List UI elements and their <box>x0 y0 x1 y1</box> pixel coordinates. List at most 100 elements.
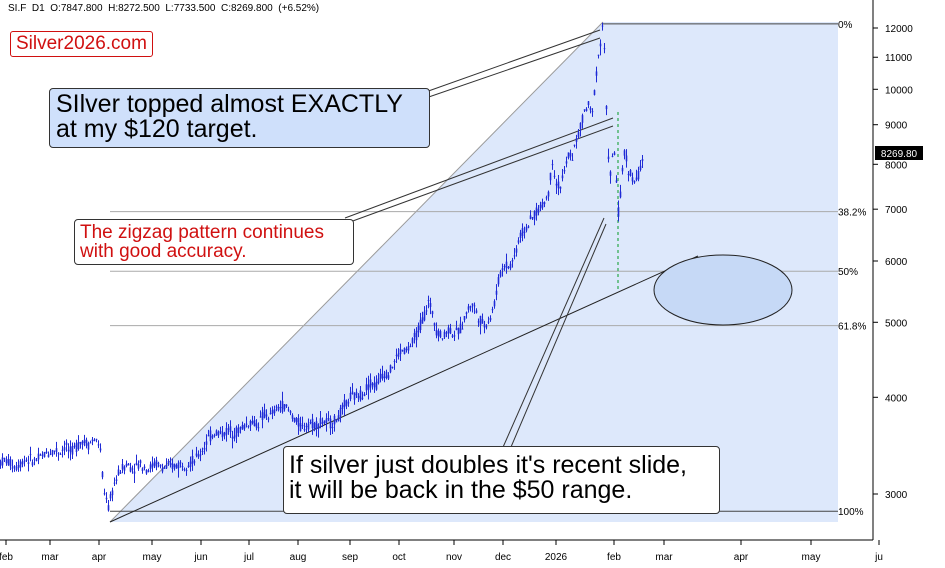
x-tick-label: may <box>802 552 821 563</box>
candle-body <box>105 497 108 500</box>
candle-body <box>425 310 428 312</box>
candle-body <box>103 493 106 495</box>
candle-body <box>257 427 260 429</box>
candle-body <box>633 180 636 183</box>
candle-body <box>135 462 138 466</box>
candle-body <box>475 310 478 313</box>
candle-body <box>37 453 40 460</box>
candle-body <box>621 167 624 172</box>
candle-body <box>287 409 290 411</box>
candle-body <box>533 211 536 220</box>
candle-body <box>115 479 118 481</box>
candle-body <box>75 443 78 452</box>
candle-body <box>615 180 618 183</box>
candle-body <box>85 439 88 446</box>
candle-body <box>473 305 476 307</box>
candle-body <box>383 376 386 379</box>
candle-body <box>605 105 608 110</box>
candle-body <box>337 415 340 422</box>
candle-body <box>403 348 406 354</box>
candle-body <box>209 430 212 442</box>
y-axis-ticks: 3000 4000 5000 6000 7000 8000 9000 10000 11000 12… <box>873 24 913 501</box>
candle-body <box>429 303 432 307</box>
candle-body <box>377 378 380 384</box>
candle-body <box>227 428 230 430</box>
candle-body <box>571 159 574 161</box>
fib-level-label: 61.8% <box>838 322 866 333</box>
candle-body <box>275 406 278 408</box>
candle-body <box>263 409 266 419</box>
candle-body <box>359 390 362 401</box>
candle-body <box>59 453 62 455</box>
candle-body <box>391 366 394 368</box>
candle-body <box>215 430 218 436</box>
change-value: (+6.52%) <box>278 3 320 14</box>
candle-body <box>309 422 312 424</box>
candle-body <box>563 170 566 172</box>
candle-body <box>11 467 14 469</box>
candle-body <box>291 415 294 419</box>
candle-body <box>467 306 470 310</box>
candle-body <box>369 379 372 388</box>
candle-body <box>265 414 268 417</box>
candle-body <box>623 150 626 156</box>
candle-body <box>35 459 38 462</box>
candle-body <box>343 399 346 408</box>
candle-body <box>617 207 620 217</box>
candle-body <box>57 452 60 454</box>
candle-body <box>579 122 582 129</box>
candle-body <box>435 330 438 336</box>
candle-body <box>299 423 302 432</box>
candle-body <box>243 424 246 429</box>
candle-body <box>67 449 70 451</box>
candle-body <box>47 454 50 458</box>
x-tick-label: sep <box>342 552 359 563</box>
candle-body <box>169 462 172 465</box>
candle-body <box>553 175 556 177</box>
timeframe-label: D1 <box>31 3 45 14</box>
candle-body <box>143 466 146 469</box>
candle-body <box>255 423 258 428</box>
candle-body <box>505 261 508 269</box>
candle-body <box>557 181 560 189</box>
candle-body <box>281 401 284 412</box>
candle-body <box>595 71 598 76</box>
candle-body <box>625 155 628 162</box>
candle-body <box>151 463 154 468</box>
candle-body <box>15 467 18 470</box>
candle-body <box>29 454 32 456</box>
candle-body <box>61 449 64 451</box>
candle-body <box>217 431 220 436</box>
candle-body <box>289 411 292 413</box>
candle-body <box>389 365 392 373</box>
candle-body <box>235 427 238 437</box>
candle-body <box>585 108 588 112</box>
candle-body <box>411 338 414 344</box>
candle-body <box>569 152 572 157</box>
open-value: O:7847.800 <box>50 3 103 14</box>
candle-body <box>141 468 144 471</box>
candle-body <box>23 460 26 463</box>
candle-body <box>611 155 614 157</box>
candle-body <box>331 427 334 429</box>
candle-body <box>63 447 66 451</box>
candle-body <box>303 429 306 431</box>
candle-body <box>91 439 94 442</box>
candle-body <box>259 416 262 418</box>
candle-body <box>149 464 152 470</box>
candle-body <box>517 240 520 243</box>
chart-header: SI.F D1 O:7847.800 H:8272.500 L:7733.500… <box>8 3 319 14</box>
candle-body <box>539 204 542 209</box>
candle-body <box>225 427 228 435</box>
candle-body <box>277 406 280 411</box>
candle-body <box>495 290 498 295</box>
last-price-marker: 8269.80 <box>875 146 923 160</box>
x-tick-label: jun <box>193 552 207 563</box>
candle-body <box>71 446 74 455</box>
target-zone-ellipse <box>653 254 793 326</box>
candle-body <box>525 227 528 231</box>
candle-body <box>9 459 12 467</box>
y-tick-label: 10000 <box>885 85 913 96</box>
candle-body <box>453 335 456 337</box>
candle-body <box>355 391 358 396</box>
